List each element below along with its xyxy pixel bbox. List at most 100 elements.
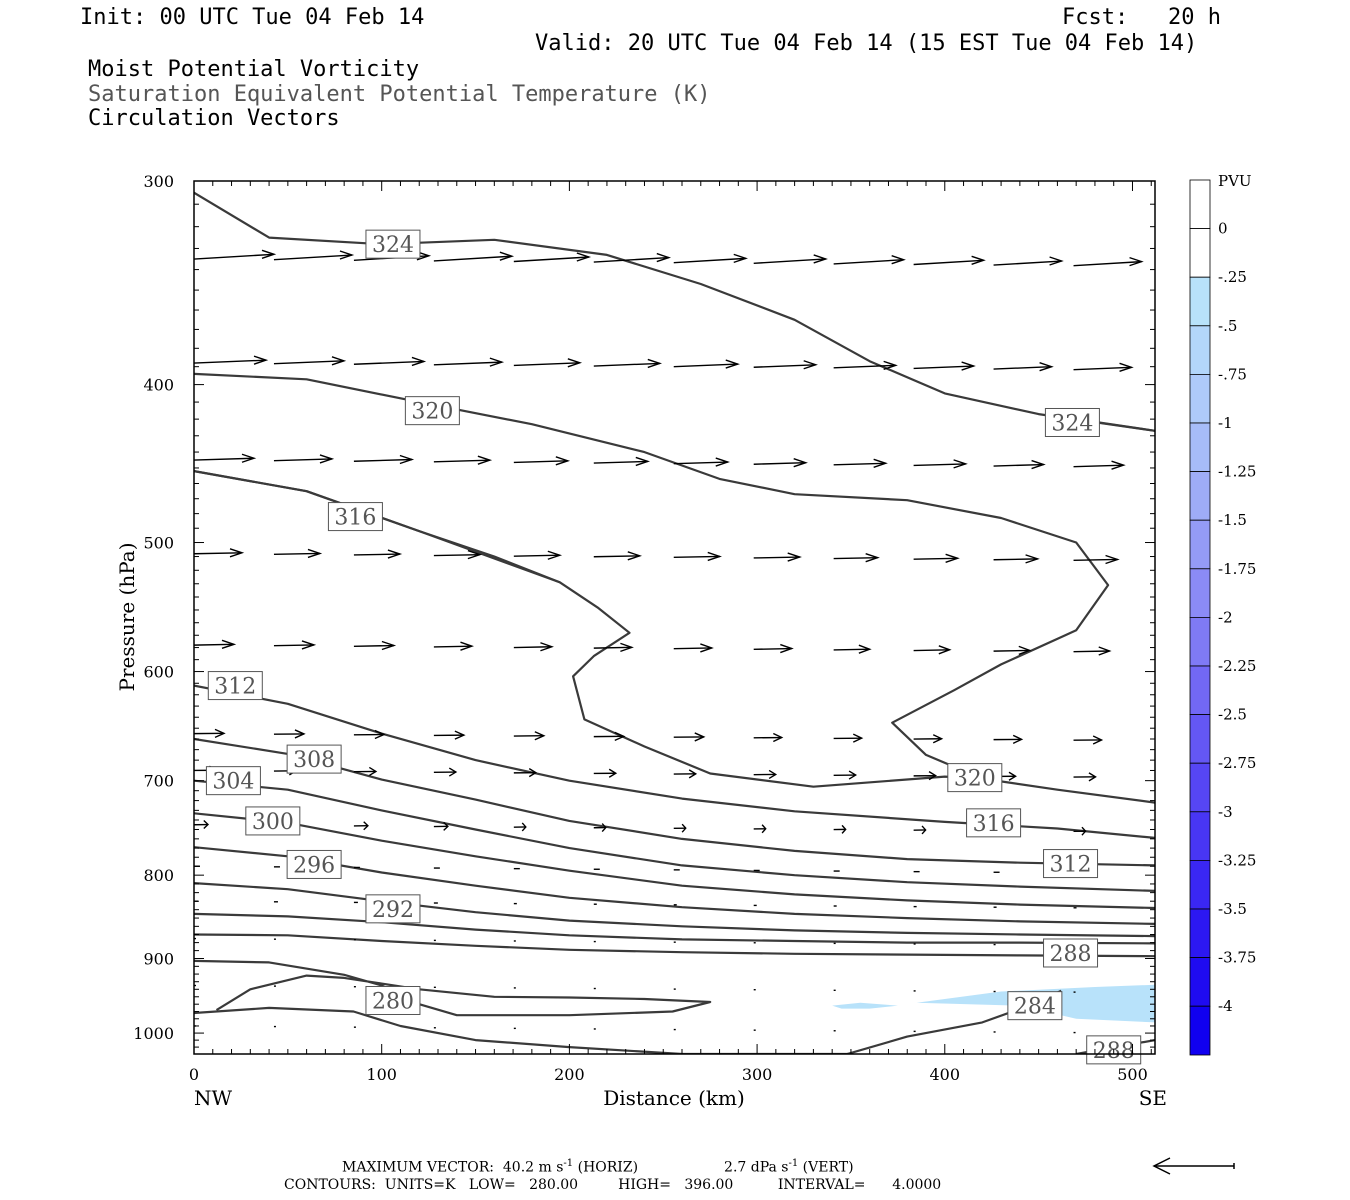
colorbar-swatch xyxy=(1189,276,1211,327)
colorbar-level-label: -4 xyxy=(1218,997,1233,1015)
colorbar-level-label: -2.5 xyxy=(1218,706,1247,724)
circulation-vector xyxy=(593,731,626,741)
circulation-vector xyxy=(993,459,1046,470)
circulation-vector xyxy=(513,358,583,368)
circulation-vector xyxy=(833,255,906,265)
circulation-vector xyxy=(194,249,277,260)
circulation-vector xyxy=(753,254,828,264)
circulation-vector xyxy=(753,552,802,562)
contour-label-box xyxy=(327,502,383,532)
circulation-vector xyxy=(353,729,386,740)
y-tick-label: 1000 xyxy=(133,1024,174,1043)
y-tick-label: 700 xyxy=(143,772,174,791)
circulation-vector xyxy=(673,551,722,562)
circulation-vector xyxy=(913,734,944,744)
circulation-vector xyxy=(353,549,403,559)
circulation-vector xyxy=(513,768,538,778)
colorbar-level-label: -2 xyxy=(1218,608,1233,626)
y-tick-label: 800 xyxy=(143,866,174,885)
theta-es-contour xyxy=(194,882,1155,938)
circulation-vector xyxy=(913,459,968,469)
circulation-vector xyxy=(673,457,730,467)
circulation-vector xyxy=(753,769,778,780)
contour-label: 300 xyxy=(252,810,294,835)
contours-summary: CONTOURS: UNITS=K LOW= 280.00 HIGH= 396.… xyxy=(284,1177,942,1193)
contour-label-box xyxy=(286,744,342,774)
contour-label-box xyxy=(1043,938,1099,968)
circulation-vector xyxy=(913,361,976,371)
circulation-vector xyxy=(273,356,347,366)
contour-label-box xyxy=(1007,991,1063,1021)
contour-label-box xyxy=(207,671,263,701)
circulation-vector xyxy=(993,554,1040,564)
circulation-vector xyxy=(433,549,483,560)
circulation-vector xyxy=(993,362,1054,372)
x-axis-label: Distance (km) xyxy=(603,1086,745,1110)
x-tick-label: 200 xyxy=(554,1065,585,1084)
y-tick-label: 500 xyxy=(143,534,174,553)
circulation-vector xyxy=(433,641,474,651)
x-axis-left-label: NW xyxy=(194,1086,233,1110)
x-tick-label: 100 xyxy=(366,1065,397,1084)
x-tick-label: 400 xyxy=(930,1065,961,1084)
contour-label-box xyxy=(966,808,1022,838)
colorbar-swatch xyxy=(1189,811,1211,861)
circulation-vector xyxy=(273,729,306,739)
colorbar-swatch xyxy=(1189,179,1211,229)
y-tick-label: 300 xyxy=(143,172,174,191)
circulation-vector xyxy=(194,548,245,558)
circulation-vector xyxy=(593,551,643,561)
circulation-vector xyxy=(353,766,378,777)
circulation-vector xyxy=(1073,826,1087,836)
theta-es-contour xyxy=(194,812,1155,910)
circulation-vector xyxy=(194,453,257,463)
field-title-theta-es: Saturation Equivalent Potential Temperat… xyxy=(88,82,711,107)
colorbar-level-label: -.5 xyxy=(1218,317,1237,335)
circulation-vector xyxy=(1073,554,1120,565)
theta-es-contour xyxy=(194,191,1155,432)
circulation-vector xyxy=(273,548,323,559)
contour-label-box xyxy=(365,985,421,1015)
circulation-vector xyxy=(593,823,607,833)
colorbar-level-label: -2.75 xyxy=(1218,754,1256,772)
circulation-vector xyxy=(753,732,784,743)
circulation-vector xyxy=(513,252,592,263)
circulation-vector xyxy=(913,645,952,655)
contour-label: 288 xyxy=(1050,942,1092,967)
colorbar-swatch xyxy=(1189,860,1211,910)
circulation-vector xyxy=(753,824,767,834)
x-tick-label: 0 xyxy=(189,1065,199,1084)
circulation-vector xyxy=(593,358,663,369)
contour-label: 292 xyxy=(372,898,414,923)
circulation-vector xyxy=(194,728,226,738)
circulation-vector xyxy=(913,553,960,563)
contour-label: 284 xyxy=(1014,995,1056,1020)
colorbar-title: PVU xyxy=(1218,172,1252,190)
colorbar-swatch xyxy=(1189,714,1211,764)
forecast-hour: Fcst: 20 h xyxy=(1062,5,1221,30)
colorbar-swatch xyxy=(1189,908,1211,958)
colorbar-level-label: -.25 xyxy=(1218,268,1247,286)
colorbar-level-label: -3.25 xyxy=(1218,851,1256,869)
theta-es-contour xyxy=(194,912,1155,945)
circulation-vector xyxy=(593,456,651,467)
colorbar-level-label: -3 xyxy=(1218,803,1233,821)
circulation-vector xyxy=(1073,735,1104,745)
circulation-vector xyxy=(513,456,571,466)
contour-label: 316 xyxy=(973,812,1015,837)
colorbar-level-label: -1.5 xyxy=(1218,511,1247,529)
circulation-vector xyxy=(833,458,888,468)
circulation-vector xyxy=(353,356,427,367)
circulation-vector xyxy=(194,639,237,649)
circulation-vector xyxy=(913,825,927,835)
colorbar-swatch xyxy=(1189,471,1211,521)
plot-frame xyxy=(193,180,1156,1055)
colorbar-level-label: -1.25 xyxy=(1218,463,1256,481)
colorbar-swatch xyxy=(1189,665,1211,715)
contour-label-box xyxy=(365,229,421,259)
theta-es-contour xyxy=(194,372,1155,804)
circulation-vector xyxy=(433,455,493,465)
circulation-vector xyxy=(273,250,355,261)
colorbar-level-label: 0 xyxy=(1218,220,1228,238)
colorbar-level-label: -1 xyxy=(1218,414,1233,432)
